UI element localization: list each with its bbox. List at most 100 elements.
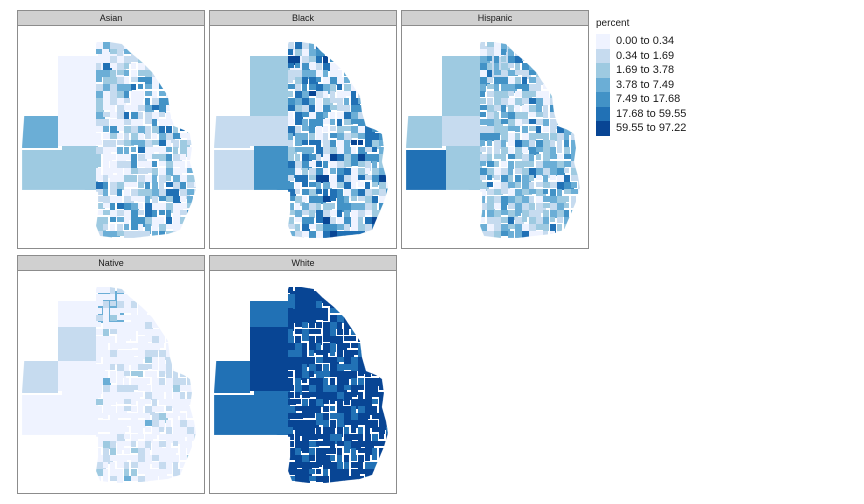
map-region (372, 161, 377, 168)
map-region (316, 63, 322, 71)
map-region (180, 189, 190, 199)
map-region (330, 448, 336, 454)
map-region (145, 77, 152, 87)
map-region (529, 203, 535, 212)
map-region (159, 189, 167, 198)
map-region (344, 343, 350, 348)
map-region (379, 441, 387, 446)
map-region (166, 462, 172, 471)
map-region (302, 350, 307, 360)
map-region (529, 217, 537, 227)
map-region (316, 112, 325, 121)
map-region (494, 231, 501, 238)
map-region (166, 413, 173, 418)
map-region (358, 161, 368, 167)
map-region (379, 63, 388, 68)
map-region (494, 210, 501, 218)
map-region (379, 140, 387, 146)
map-region (117, 448, 122, 454)
map-region (110, 378, 116, 383)
map-region (365, 112, 374, 122)
map-region (131, 350, 141, 356)
map-region (501, 49, 506, 55)
map-region (295, 469, 303, 479)
legend-swatch (596, 106, 610, 121)
map-region (302, 161, 312, 170)
map-region (351, 329, 359, 335)
map-region (564, 231, 572, 237)
map-region (295, 77, 304, 84)
map-region (501, 126, 508, 134)
map-region (379, 112, 388, 121)
map-region (358, 420, 368, 425)
map-region (372, 182, 378, 187)
map-region (386, 105, 388, 110)
map-region (386, 371, 388, 377)
map-region (578, 126, 580, 133)
map-region (117, 294, 125, 304)
map-region (564, 140, 569, 147)
map-region (323, 154, 330, 163)
map-region (145, 84, 153, 89)
map-region (288, 77, 293, 83)
map-region (351, 448, 356, 455)
map-region (578, 203, 580, 209)
map-region (145, 336, 155, 342)
legend-swatch (596, 48, 610, 63)
map-region (344, 385, 352, 390)
map-region (295, 427, 303, 436)
map-region (288, 189, 296, 196)
map-region (330, 175, 339, 182)
map-region (543, 49, 551, 54)
map-region (110, 385, 117, 393)
map-region (145, 70, 153, 78)
map-region (316, 350, 323, 355)
map-region (386, 462, 388, 471)
map-region (180, 196, 186, 202)
map-region (152, 343, 160, 351)
map-region (351, 469, 360, 477)
map-region (323, 189, 328, 198)
map-region (302, 322, 308, 328)
map-region (379, 224, 384, 234)
map-region (480, 168, 490, 175)
map-region (337, 119, 342, 128)
map-region (564, 77, 570, 85)
map-region (515, 182, 521, 188)
map-region (295, 406, 305, 411)
map-region (344, 217, 351, 227)
map-region (96, 427, 103, 432)
map-region (309, 196, 316, 204)
map-region (494, 147, 500, 156)
map-region (159, 224, 166, 232)
map-region (152, 308, 158, 317)
map-region (131, 189, 138, 199)
map-region (344, 77, 350, 83)
map-region (96, 154, 101, 164)
map-region (124, 119, 133, 125)
map-region (351, 147, 356, 155)
map-region (288, 392, 294, 398)
map-region (194, 112, 196, 119)
map-region (152, 119, 157, 129)
map-region (571, 196, 576, 203)
map-region (96, 91, 104, 98)
map-region (96, 189, 103, 195)
map-region (302, 483, 308, 488)
map-region (386, 413, 388, 419)
map-region (386, 63, 388, 69)
map-region (564, 238, 571, 247)
map-region (386, 210, 388, 215)
map-region (365, 42, 374, 52)
map-region (344, 469, 349, 476)
map-region (337, 168, 345, 178)
map-region (316, 434, 325, 439)
map-region (302, 168, 308, 175)
map-region (295, 231, 304, 238)
map-region (564, 63, 572, 71)
map-region (309, 168, 319, 177)
map-region (173, 350, 183, 358)
map-region (316, 371, 324, 380)
map-region (351, 315, 358, 322)
map-region (557, 140, 562, 149)
